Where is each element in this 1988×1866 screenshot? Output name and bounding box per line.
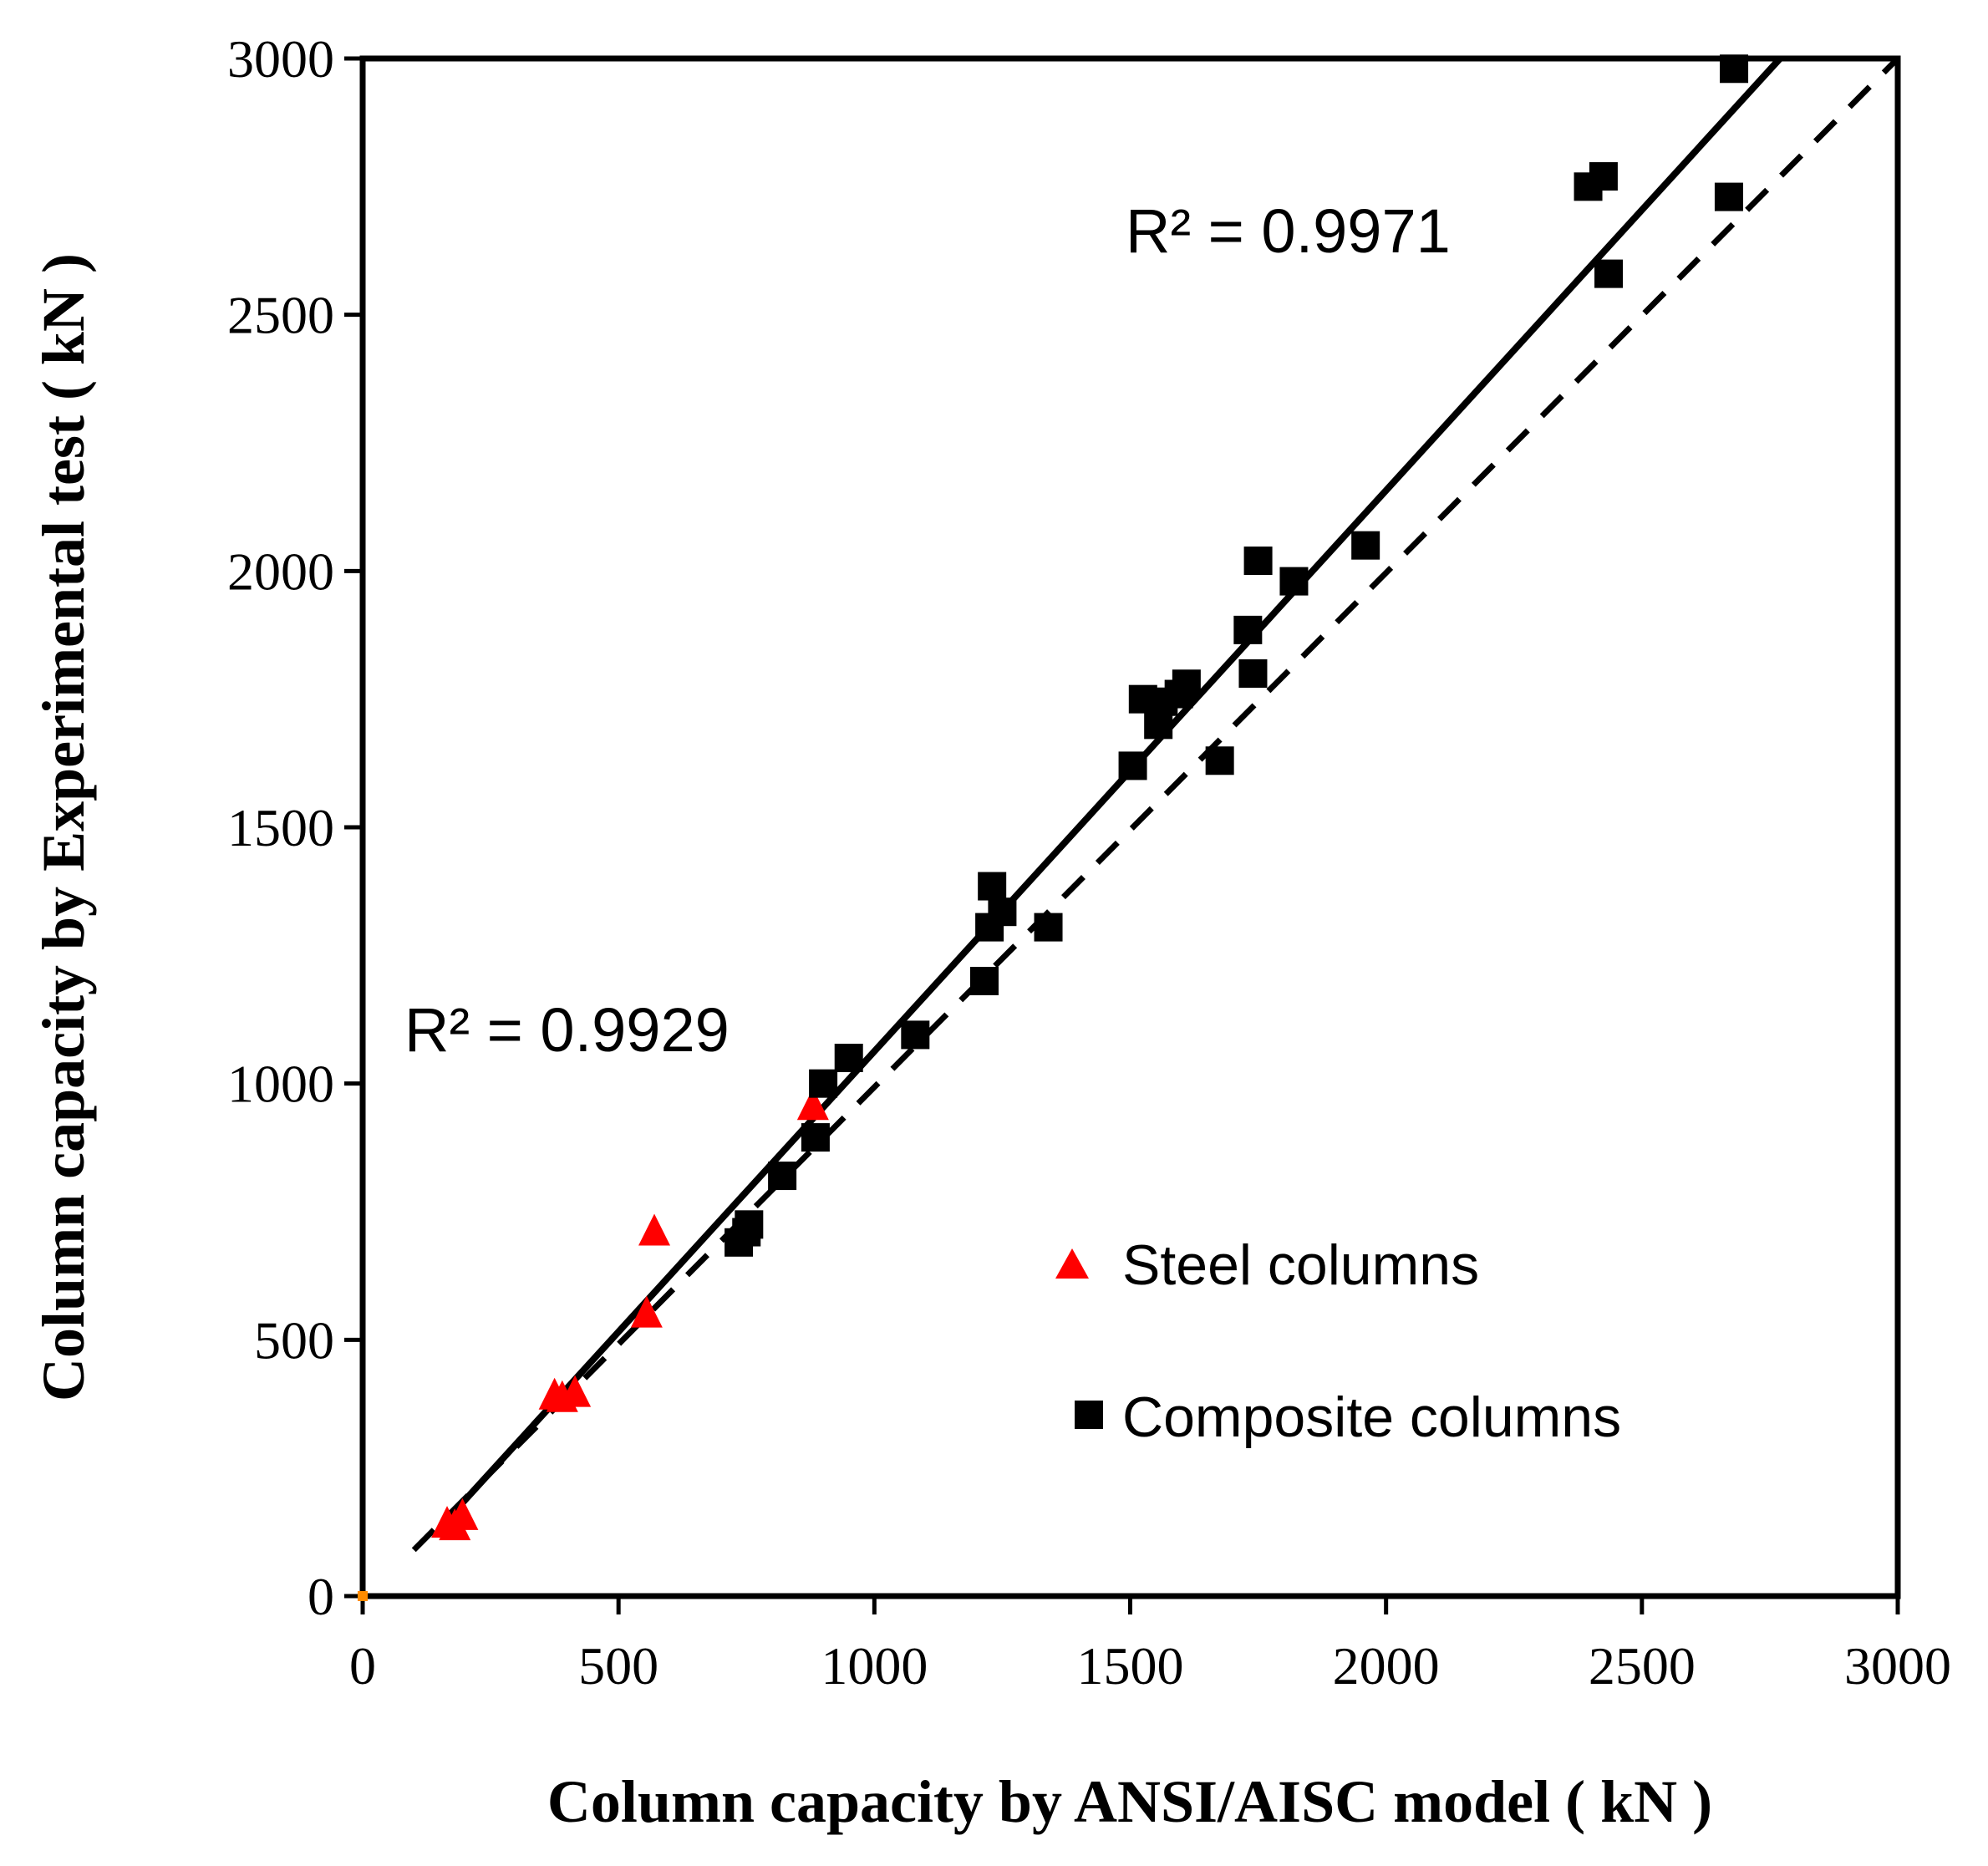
composite-column-point (1205, 746, 1234, 775)
composite-column-point (1034, 913, 1063, 942)
y-tick-label: 2500 (227, 286, 334, 345)
legend-label-composite: Composite columns (1122, 1386, 1621, 1449)
steel-column-point (638, 1213, 671, 1246)
steel-column-point (796, 1088, 829, 1121)
steel-column-point (446, 1497, 479, 1530)
composite-column-point (1714, 182, 1743, 211)
x-axis-title: Column capacity by ANSI/AISC model ( kN … (547, 1768, 1712, 1835)
y-tick-label: 2000 (227, 541, 334, 601)
composite-column-point (768, 1162, 797, 1191)
trendline-dashed (411, 56, 1900, 1553)
y-tick-label: 0 (308, 1567, 334, 1626)
legend-label-steel: Steel columns (1122, 1233, 1479, 1297)
legend-triangle-marker (1055, 1248, 1089, 1279)
composite-column-point (1720, 54, 1749, 84)
x-tick-label: 1500 (1077, 1636, 1184, 1696)
composite-column-point (1238, 659, 1268, 688)
y-tick-label: 1500 (227, 798, 334, 857)
x-tick-label: 1000 (821, 1636, 928, 1696)
composite-column-point (834, 1044, 863, 1072)
axis-ticks: 0 500 1000 1500 2000 2500 3000 0 500 1000 1500 2000… (227, 29, 1951, 1696)
data-points (431, 54, 1749, 1541)
trend-lines (358, 56, 1900, 1601)
composite-column-point (978, 872, 1007, 901)
composite-column-point (901, 1020, 930, 1050)
x-tick-label: 2000 (1333, 1636, 1440, 1696)
composite-column-point (1279, 567, 1309, 596)
steel-column-point (559, 1375, 592, 1407)
steel-column-point (630, 1295, 663, 1328)
composite-column-point (969, 967, 999, 995)
x-tick-label: 0 (349, 1636, 376, 1696)
x-tick-label: 2500 (1589, 1636, 1696, 1696)
trendline-solid (450, 56, 1783, 1517)
x-tick-label: 500 (578, 1636, 658, 1696)
composite-column-point (801, 1123, 830, 1152)
composite-column-point (988, 897, 1017, 927)
composite-column-point (735, 1210, 764, 1239)
composite-column-point (1594, 259, 1624, 288)
y-tick-label: 3000 (227, 29, 334, 89)
r2-label-composite: R² = 0.9971 (1126, 196, 1451, 266)
y-tick-label: 500 (254, 1310, 334, 1370)
r2-label-steel: R² = 0.9929 (404, 995, 730, 1065)
composite-column-point (1589, 162, 1618, 191)
y-tick-label: 1000 (227, 1055, 334, 1114)
composite-column-point (1351, 531, 1380, 560)
origin-marker (358, 1591, 368, 1601)
composite-column-point (1172, 669, 1201, 699)
composite-column-point (1118, 751, 1147, 780)
legend: Steel columns Composite columns (1055, 1233, 1621, 1449)
composite-column-point (809, 1069, 838, 1098)
composite-column-point (1233, 615, 1263, 644)
y-axis-title: Column capacity by Experimental test ( k… (30, 253, 97, 1401)
composite-column-point (1243, 547, 1273, 576)
x-tick-label: 3000 (1844, 1636, 1951, 1696)
legend-square-marker (1075, 1401, 1103, 1429)
